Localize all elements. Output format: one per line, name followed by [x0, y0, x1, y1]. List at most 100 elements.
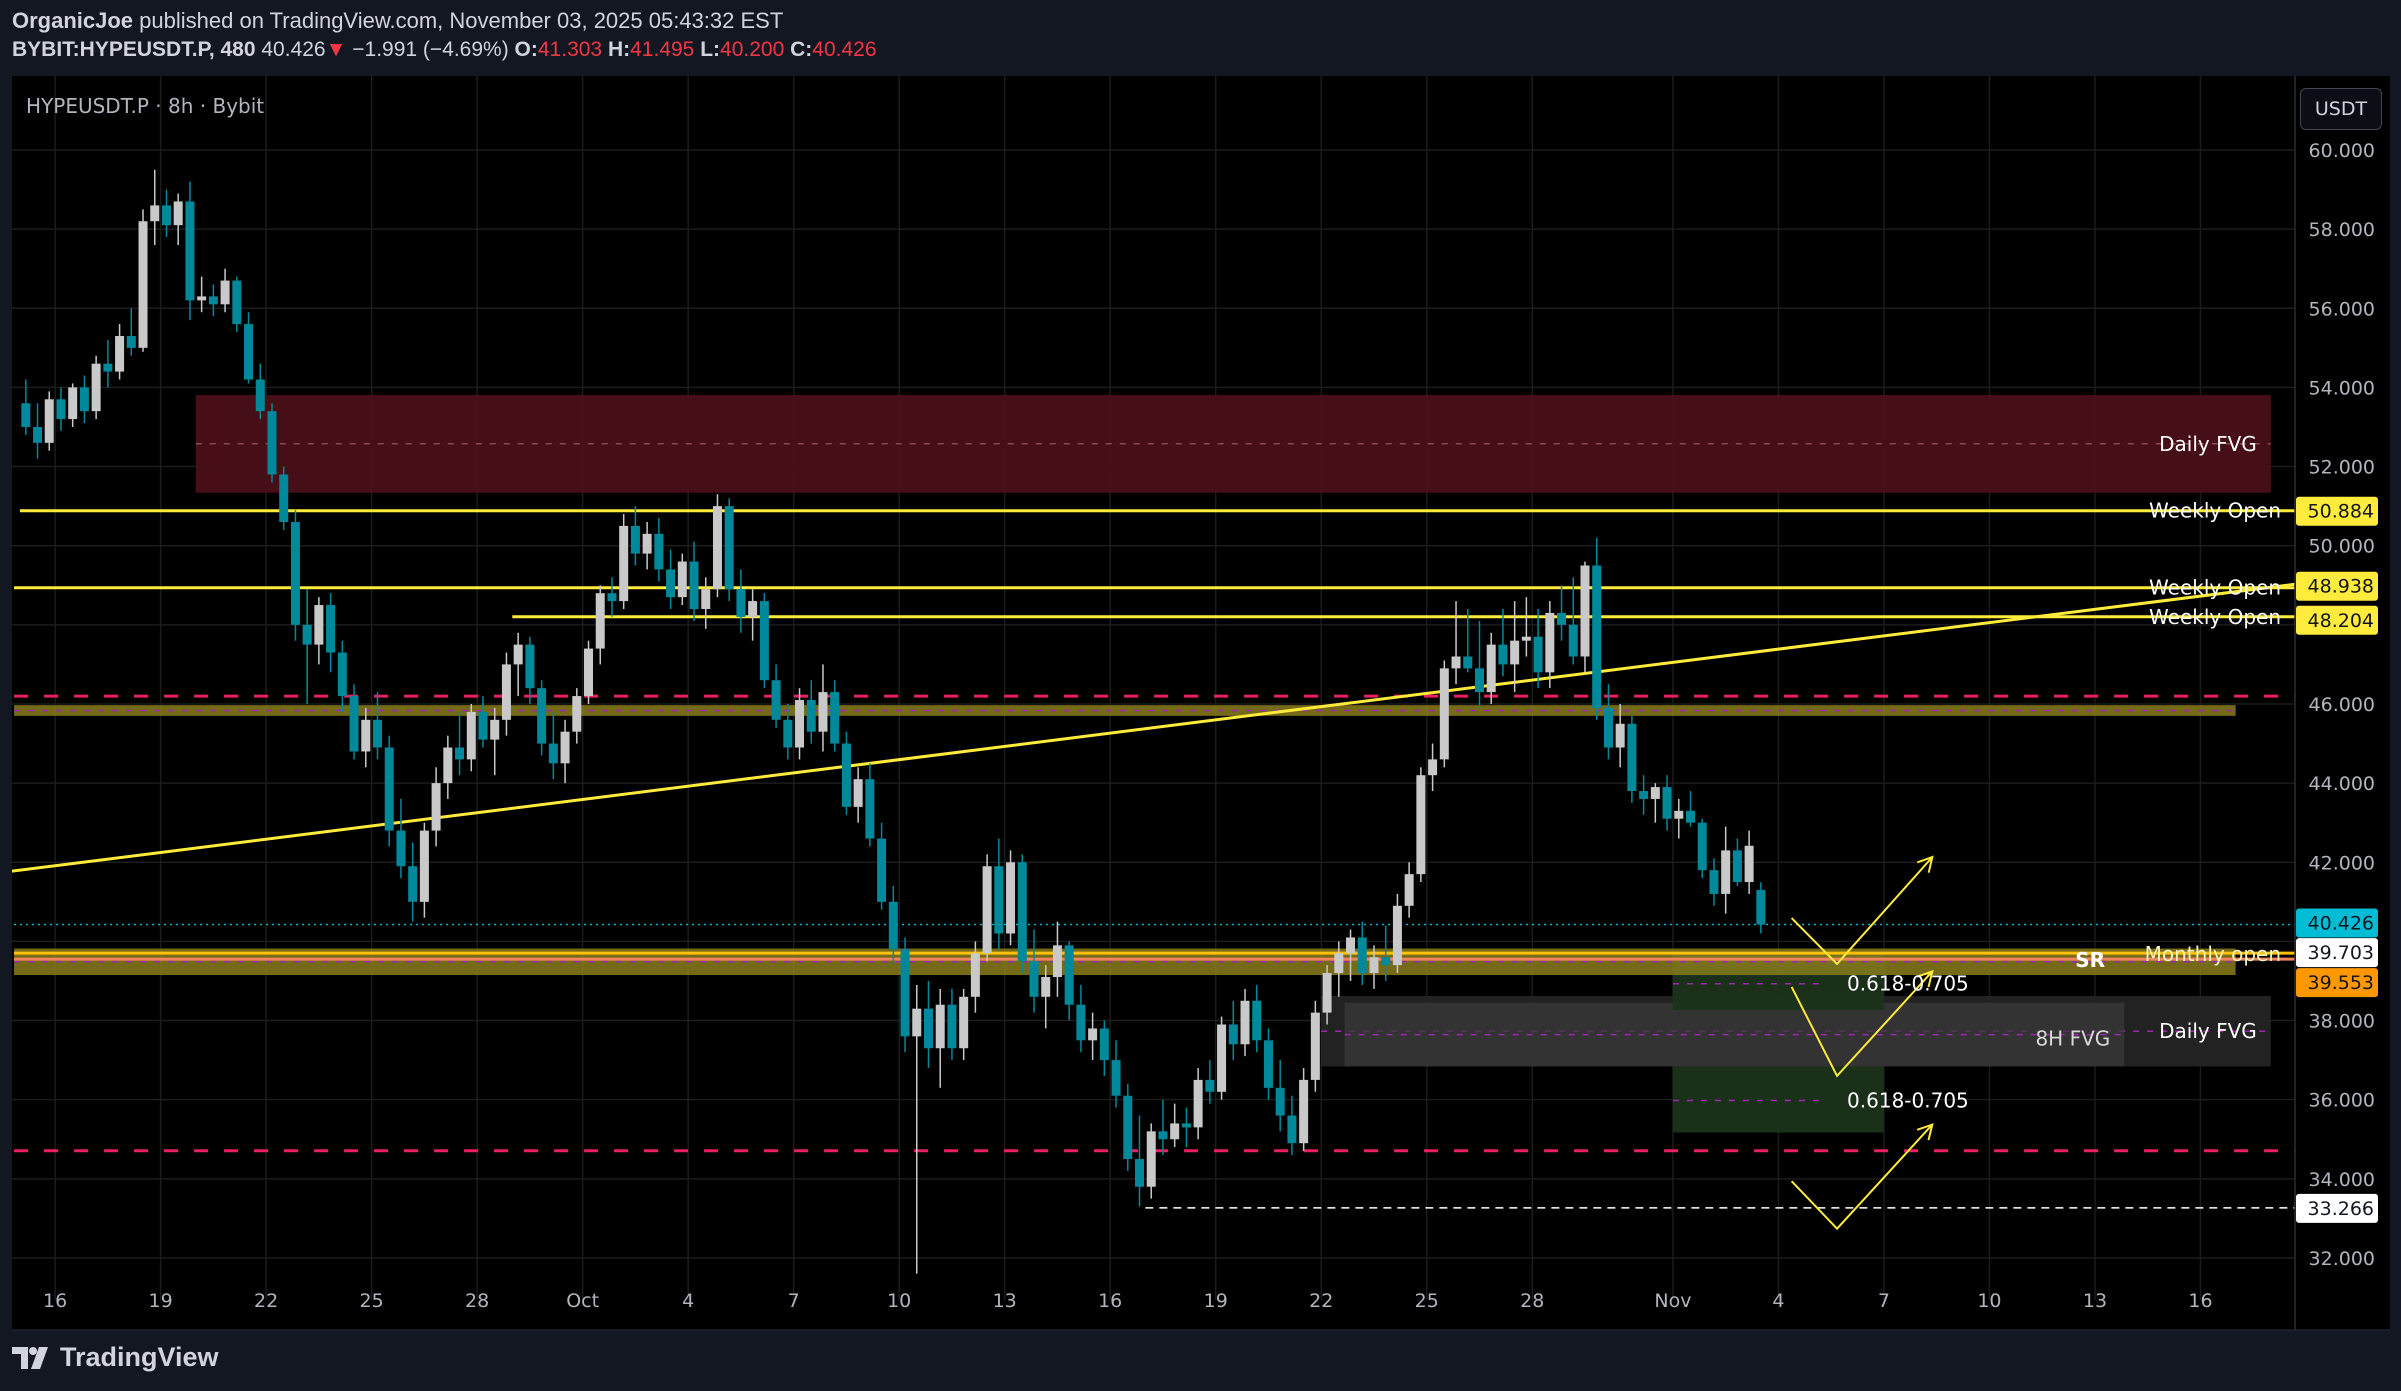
candle	[197, 276, 207, 313]
candle-body	[689, 561, 699, 610]
y-tick-label: 32.000	[2309, 1248, 2375, 1270]
candle-body	[33, 426, 43, 443]
candle	[912, 984, 922, 1274]
candle-body	[1627, 723, 1637, 792]
candle-body	[1557, 612, 1567, 625]
x-tick-label: 25	[1415, 1290, 1439, 1312]
candle	[1498, 609, 1508, 677]
y-tick-label: 46.000	[2309, 694, 2375, 716]
candle	[396, 798, 406, 879]
candle-body	[900, 949, 910, 1037]
zone-label: 0.618-0.705	[1847, 972, 1969, 996]
candle	[478, 696, 488, 748]
candle-body	[1193, 1079, 1203, 1128]
candle-body	[525, 644, 535, 689]
price-tag-label: 48.938	[2308, 576, 2374, 598]
y-tick-label: 52.000	[2309, 457, 2375, 479]
candle-body	[1615, 723, 1625, 748]
candle-body	[279, 474, 289, 522]
candle-body	[1252, 1000, 1262, 1041]
candle-body	[431, 783, 441, 831]
candle	[501, 652, 511, 736]
candle-body	[970, 953, 980, 997]
candle	[642, 521, 652, 570]
x-tick-label: 4	[1772, 1290, 1784, 1312]
publish-info: OrganicJoe published on TradingView.com,…	[12, 8, 783, 34]
candle-body	[1545, 612, 1555, 673]
author-name[interactable]: OrganicJoe	[12, 8, 134, 33]
candle-body	[1346, 937, 1356, 954]
price-tag-label: 50.884	[2308, 501, 2374, 523]
candle-body	[126, 335, 136, 348]
y-tick-label: 56.000	[2309, 298, 2375, 320]
candle-body	[1451, 656, 1461, 669]
candle-body	[630, 525, 640, 554]
candle	[1474, 620, 1484, 708]
candle	[1639, 775, 1649, 815]
candle	[326, 593, 336, 673]
candle	[654, 518, 664, 582]
candle-body	[830, 692, 840, 744]
candle	[220, 268, 230, 313]
candle-body	[642, 533, 652, 554]
candle	[595, 585, 605, 665]
candle-body	[853, 779, 863, 807]
candle-body	[1474, 668, 1484, 693]
publish-text: published on TradingView.com, November 0…	[139, 8, 784, 33]
y-tick-label: 50.000	[2309, 536, 2375, 558]
candle-body	[513, 644, 523, 665]
candle-body	[1568, 624, 1578, 657]
candle	[701, 577, 711, 629]
x-tick-label: 28	[1520, 1290, 1544, 1312]
candle-body	[1111, 1060, 1121, 1096]
candle-body	[197, 296, 207, 301]
candle	[431, 767, 441, 847]
candle-body	[701, 589, 711, 610]
candle	[1322, 965, 1332, 1025]
candle	[923, 980, 933, 1069]
candle	[267, 403, 277, 483]
candle	[91, 355, 101, 420]
candle	[1756, 882, 1766, 934]
candle	[818, 664, 828, 752]
candle	[853, 767, 863, 823]
candle-body	[841, 743, 851, 807]
candle-body	[666, 569, 676, 598]
tradingview-logo[interactable]: TradingView	[12, 1342, 219, 1373]
candle-body	[677, 561, 687, 598]
x-tick-label: 22	[254, 1290, 278, 1312]
candle	[1533, 609, 1543, 689]
candle-body	[572, 696, 582, 732]
x-tick-label: 13	[993, 1290, 1017, 1312]
candle-body	[1052, 945, 1062, 978]
open-label: O:	[514, 38, 538, 61]
price-tag-box	[2296, 605, 2378, 635]
price-tag-weekly-open-2: 48.938	[2296, 571, 2378, 601]
y-tick-label: 34.000	[2309, 1169, 2375, 1191]
candle	[1076, 984, 1086, 1053]
candle	[372, 692, 382, 760]
candle	[1170, 1103, 1180, 1148]
candle	[1463, 609, 1473, 673]
x-tick-label: 10	[887, 1290, 911, 1312]
candle	[173, 193, 183, 245]
candle	[1580, 561, 1590, 673]
candle	[1052, 921, 1062, 997]
candle	[1568, 577, 1578, 665]
candle	[877, 822, 887, 910]
currency-button[interactable]: USDT	[2300, 88, 2382, 130]
candle-body	[1029, 961, 1039, 997]
candle-body	[1017, 862, 1027, 962]
candle-body	[1181, 1123, 1191, 1128]
candle-body	[91, 363, 101, 412]
candle-body	[1428, 759, 1438, 776]
last-price: 40.426	[261, 38, 326, 61]
x-tick-label: 19	[1204, 1290, 1228, 1312]
candle-body	[982, 866, 992, 954]
candle-body	[1088, 1028, 1098, 1041]
candle	[1521, 597, 1531, 657]
candle-body	[1639, 791, 1649, 799]
candle	[959, 988, 969, 1061]
candle	[490, 707, 500, 776]
